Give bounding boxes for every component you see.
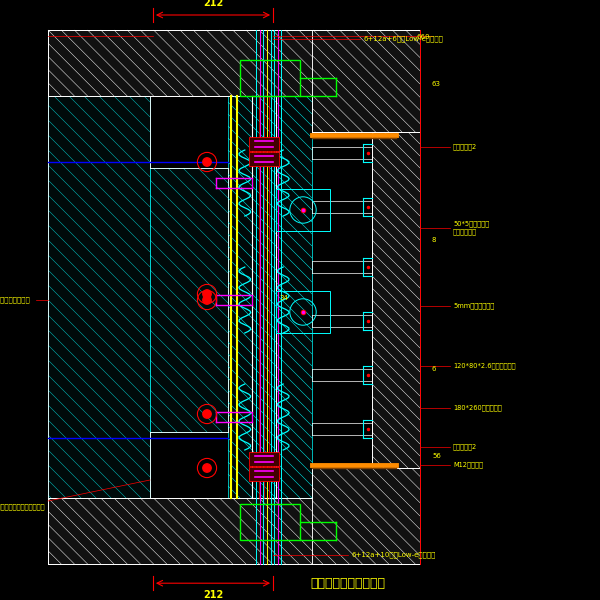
Text: 660: 660 [417,34,430,40]
Text: 50*5格栅骨骨架
侧面适当布置: 50*5格栅骨骨架 侧面适当布置 [453,221,489,235]
Bar [249,467,279,481]
Text: 8: 8 [432,237,437,243]
Text: 120*80*2.6热镀锌方钢管: 120*80*2.6热镀锌方钢管 [453,362,515,370]
Bar [249,137,279,151]
Text: 1.5mm厚镀锌钢板、防火岩棉填充: 1.5mm厚镀锌钢板、防火岩棉填充 [0,503,45,511]
Circle shape [203,464,211,472]
Text: 212: 212 [203,0,223,8]
Bar [48,30,312,96]
Text: 56: 56 [432,453,441,459]
Bar [276,189,330,231]
Text: M12化学锚栓: M12化学锚栓 [453,461,483,469]
Text: 6+12a+6中空Low-e钢化玻璃: 6+12a+6中空Low-e钢化玻璃 [363,35,443,43]
Bar [150,168,228,432]
Text: 34: 34 [279,295,288,301]
Circle shape [203,296,211,304]
Bar [249,152,279,166]
Bar [240,504,300,540]
Bar [249,452,279,466]
Text: 6: 6 [432,366,437,372]
Bar [312,468,420,564]
Circle shape [203,290,211,298]
Text: 212: 212 [203,590,223,600]
Bar [48,498,312,564]
Circle shape [203,158,211,166]
Bar [240,60,300,96]
Bar [48,96,150,498]
Text: 180*260管柱式撑柱: 180*260管柱式撑柱 [453,404,502,412]
Bar [312,30,420,132]
Bar [276,291,330,333]
Text: 5mm厚铝合金挂件: 5mm厚铝合金挂件 [453,302,494,310]
Bar [372,132,420,468]
Bar [228,96,312,498]
Text: 花岗岩线条2: 花岗岩线条2 [453,443,477,451]
Text: 裙楼层间石材造型节点: 裙楼层间石材造型节点 [311,577,386,590]
Text: 花岗岩线条2: 花岗岩线条2 [453,143,477,151]
Text: 室内装饰板（参设计图）: 室内装饰板（参设计图） [0,296,30,304]
Text: 6+12a+10中空Low-e钢化玻璃: 6+12a+10中空Low-e钢化玻璃 [351,551,436,559]
Circle shape [203,410,211,418]
Text: 63: 63 [432,81,441,87]
